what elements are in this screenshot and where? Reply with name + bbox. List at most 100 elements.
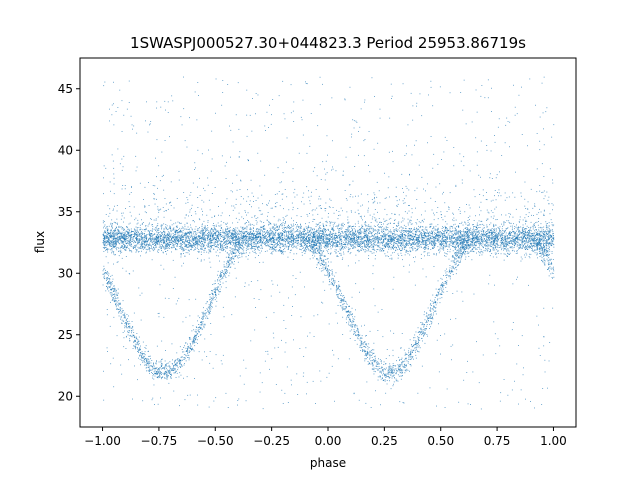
data-point bbox=[135, 251, 137, 253]
data-point bbox=[442, 239, 444, 241]
data-point bbox=[373, 240, 374, 242]
data-point bbox=[291, 233, 293, 235]
data-point bbox=[136, 237, 138, 239]
data-point bbox=[431, 234, 433, 236]
data-point bbox=[375, 238, 376, 240]
data-point bbox=[419, 231, 421, 233]
data-point bbox=[326, 243, 328, 245]
data-point bbox=[165, 227, 167, 229]
data-point bbox=[188, 240, 190, 241]
data-point bbox=[103, 239, 105, 240]
data-point bbox=[156, 239, 158, 241]
data-point bbox=[425, 242, 426, 244]
data-point bbox=[298, 242, 299, 244]
data-point bbox=[211, 228, 213, 230]
data-point bbox=[442, 248, 444, 250]
data-point bbox=[368, 240, 369, 242]
data-point bbox=[446, 228, 448, 229]
data-point bbox=[375, 233, 377, 234]
data-point bbox=[534, 240, 535, 242]
data-point bbox=[293, 231, 295, 233]
data-point bbox=[394, 246, 396, 248]
data-point bbox=[359, 232, 361, 233]
data-point bbox=[132, 236, 134, 237]
data-point bbox=[249, 227, 251, 229]
data-point bbox=[234, 248, 236, 249]
data-point bbox=[418, 245, 419, 247]
data-point bbox=[195, 240, 197, 242]
data-point bbox=[458, 239, 459, 241]
data-point bbox=[306, 246, 308, 248]
data-point bbox=[148, 233, 150, 234]
data-point bbox=[222, 246, 224, 248]
data-point bbox=[416, 240, 418, 241]
data-point bbox=[458, 251, 460, 252]
data-point bbox=[274, 227, 276, 229]
data-point bbox=[332, 244, 334, 246]
data-point bbox=[285, 239, 287, 241]
data-point bbox=[297, 235, 299, 236]
data-point bbox=[487, 236, 489, 238]
data-point bbox=[495, 238, 496, 239]
data-point bbox=[261, 241, 263, 243]
data-point bbox=[435, 236, 437, 238]
data-point bbox=[262, 231, 264, 233]
data-point bbox=[290, 236, 292, 238]
data-point bbox=[139, 247, 141, 249]
data-point bbox=[288, 233, 290, 235]
data-point bbox=[186, 240, 188, 242]
data-point bbox=[200, 242, 202, 244]
data-point bbox=[245, 235, 246, 236]
data-point bbox=[485, 250, 487, 252]
data-point bbox=[471, 259, 473, 261]
data-point bbox=[260, 247, 262, 249]
data-point bbox=[252, 241, 254, 243]
data-point bbox=[536, 232, 537, 234]
data-point bbox=[207, 233, 208, 234]
data-point bbox=[287, 235, 289, 237]
data-point bbox=[180, 236, 182, 238]
data-point bbox=[453, 240, 455, 242]
data-point bbox=[104, 247, 106, 248]
data-point bbox=[475, 233, 477, 235]
data-point bbox=[484, 234, 486, 236]
data-point bbox=[518, 248, 519, 250]
data-point bbox=[468, 228, 470, 230]
data-point bbox=[433, 227, 434, 229]
data-point bbox=[519, 237, 521, 238]
data-point bbox=[442, 241, 444, 243]
data-point bbox=[232, 240, 233, 242]
data-point bbox=[245, 238, 247, 240]
data-point bbox=[505, 244, 507, 246]
data-point bbox=[512, 227, 513, 229]
data-point bbox=[132, 239, 134, 241]
data-point bbox=[488, 228, 490, 230]
data-point bbox=[364, 233, 366, 235]
data-point bbox=[339, 241, 340, 243]
data-point bbox=[242, 246, 244, 247]
data-point bbox=[408, 230, 410, 231]
data-point bbox=[327, 239, 329, 240]
data-point bbox=[471, 243, 473, 245]
data-point bbox=[260, 239, 261, 241]
data-point bbox=[174, 239, 176, 241]
data-point bbox=[434, 236, 435, 238]
data-point bbox=[537, 237, 538, 239]
data-point bbox=[142, 238, 144, 240]
data-point bbox=[529, 232, 531, 234]
data-point bbox=[131, 230, 132, 232]
data-point bbox=[248, 235, 250, 237]
data-point bbox=[144, 239, 145, 241]
data-point bbox=[450, 238, 452, 240]
data-point bbox=[319, 236, 320, 238]
data-point bbox=[162, 252, 164, 254]
data-point bbox=[131, 233, 133, 235]
data-point bbox=[110, 223, 112, 225]
data-point bbox=[456, 240, 458, 242]
data-point bbox=[530, 233, 532, 235]
data-point bbox=[474, 226, 476, 227]
data-point bbox=[260, 237, 262, 239]
data-point bbox=[260, 242, 262, 244]
data-point bbox=[238, 245, 240, 247]
data-point bbox=[334, 249, 336, 251]
